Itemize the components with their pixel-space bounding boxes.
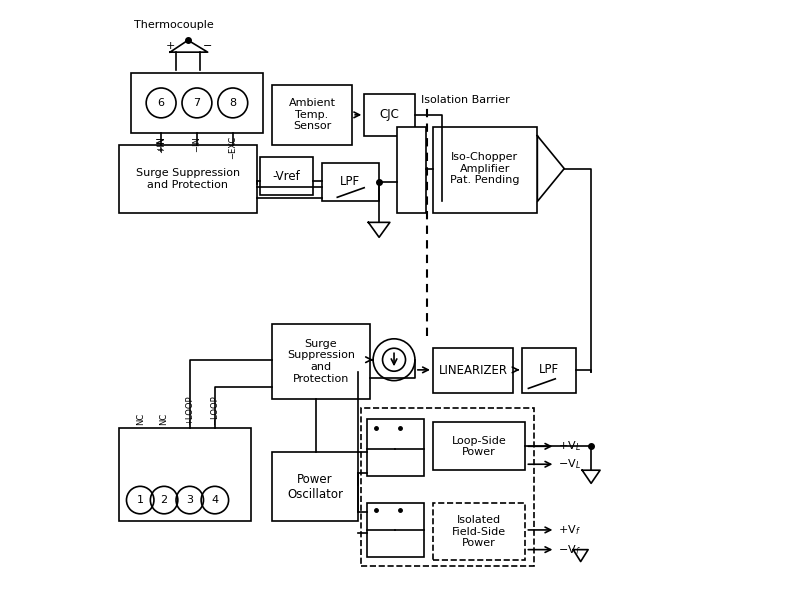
Text: Loop-Side
Power: Loop-Side Power — [452, 436, 506, 457]
Text: Isolated
Field-Side
Power: Isolated Field-Side Power — [452, 515, 506, 548]
Text: +: + — [166, 41, 174, 51]
Text: −V$_f$: −V$_f$ — [558, 543, 581, 557]
Text: −EXC: −EXC — [228, 136, 238, 159]
FancyBboxPatch shape — [522, 348, 576, 392]
Text: +V$_L$: +V$_L$ — [558, 439, 581, 453]
FancyBboxPatch shape — [433, 348, 514, 392]
Text: 7: 7 — [194, 98, 201, 108]
Text: 2: 2 — [161, 495, 168, 505]
Text: LPF: LPF — [539, 364, 559, 376]
FancyBboxPatch shape — [260, 157, 314, 196]
Text: 3: 3 — [186, 495, 194, 505]
FancyBboxPatch shape — [271, 324, 370, 398]
FancyBboxPatch shape — [119, 145, 257, 214]
FancyBboxPatch shape — [367, 503, 424, 557]
FancyBboxPatch shape — [397, 127, 426, 214]
Text: CJC: CJC — [380, 109, 399, 121]
Text: −: − — [202, 41, 212, 51]
Text: Thermocouple: Thermocouple — [134, 20, 214, 30]
Text: −V$_L$: −V$_L$ — [558, 457, 581, 471]
Text: +LOOP: +LOOP — [186, 396, 194, 425]
Text: 8: 8 — [230, 98, 236, 108]
Text: LINEARIZER: LINEARIZER — [438, 364, 508, 377]
Text: Surge Suppression
and Protection: Surge Suppression and Protection — [136, 168, 240, 190]
Text: Iso-Chopper
Amplifier
Pat. Pending: Iso-Chopper Amplifier Pat. Pending — [450, 152, 519, 185]
Text: Isolation Barrier: Isolation Barrier — [421, 95, 510, 105]
FancyBboxPatch shape — [119, 428, 250, 521]
FancyBboxPatch shape — [433, 503, 526, 560]
Text: LPF: LPF — [340, 175, 361, 188]
Text: −LOOP: −LOOP — [210, 395, 219, 425]
Text: +IN: +IN — [157, 136, 166, 152]
Text: 1: 1 — [137, 495, 144, 505]
FancyBboxPatch shape — [271, 452, 358, 521]
FancyBboxPatch shape — [433, 127, 538, 214]
FancyBboxPatch shape — [433, 422, 526, 470]
FancyBboxPatch shape — [322, 163, 379, 202]
Text: 4: 4 — [211, 495, 218, 505]
Text: Ambient
Temp.
Sensor: Ambient Temp. Sensor — [289, 98, 335, 131]
Text: +V$_f$: +V$_f$ — [558, 523, 581, 537]
FancyBboxPatch shape — [364, 94, 415, 136]
Text: +IN: +IN — [157, 136, 166, 152]
Text: NC: NC — [136, 413, 145, 425]
Text: −IN: −IN — [193, 136, 202, 152]
Text: 6: 6 — [158, 98, 165, 108]
Text: -Vref: -Vref — [273, 170, 301, 182]
FancyBboxPatch shape — [271, 85, 352, 145]
Polygon shape — [538, 136, 564, 202]
Polygon shape — [368, 223, 390, 237]
FancyBboxPatch shape — [131, 73, 262, 133]
Text: Surge
Suppression
and
Protection: Surge Suppression and Protection — [287, 339, 355, 383]
Text: Power
Oscillator: Power Oscillator — [287, 473, 343, 500]
Text: NC: NC — [159, 413, 169, 425]
FancyBboxPatch shape — [367, 419, 424, 476]
